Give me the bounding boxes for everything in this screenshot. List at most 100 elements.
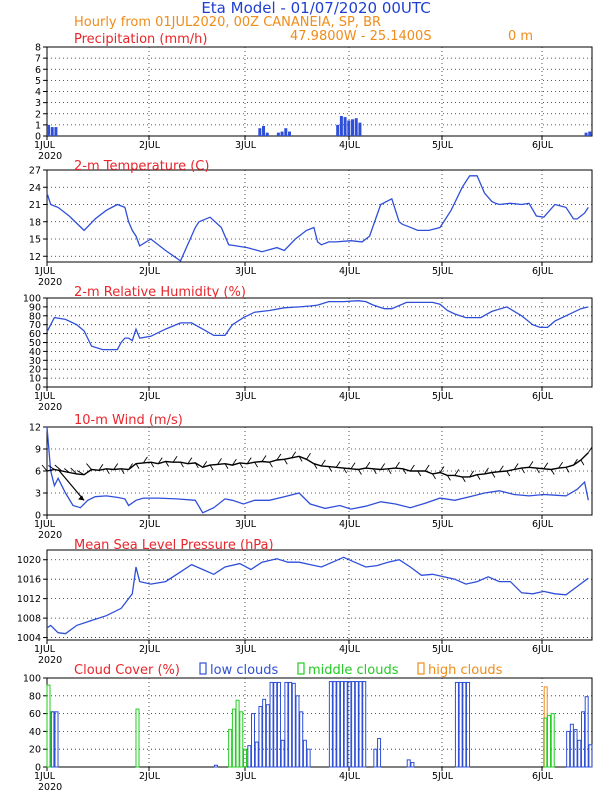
x-tick-label: 2JUL	[139, 266, 161, 277]
wind-arrow	[543, 462, 549, 470]
wind-arrow	[209, 464, 214, 471]
precip-bar	[336, 124, 340, 136]
y-tick-label: 18	[29, 217, 41, 228]
precip-bar	[351, 119, 355, 136]
wind-arrow	[231, 458, 237, 466]
x-tick-label: 3JUL	[235, 644, 257, 655]
cloud-bar-low	[299, 711, 304, 768]
wind-arrow	[202, 461, 208, 468]
wind-arrow-main	[57, 469, 85, 501]
panel-title: 2-m Relative Humidity (%)	[74, 285, 246, 300]
wind-arrow	[550, 469, 555, 475]
wind-arrow	[150, 461, 155, 468]
y-tick-label: 2	[35, 109, 41, 120]
cloud-bar-low	[351, 681, 356, 768]
panel-title: 10-m Wind (m/s)	[74, 413, 183, 428]
wind-arrow	[113, 463, 119, 470]
wind-arrow	[63, 468, 70, 473]
cloud-bar-middle	[239, 711, 244, 768]
x-tick-label: 4JUL	[339, 140, 361, 151]
cloud-bar-low	[306, 748, 311, 768]
wind-arrow	[395, 461, 400, 469]
y-tick-label: 27	[29, 166, 41, 177]
legend-label: high clouds	[428, 663, 503, 678]
x-tick-label: 6JUL	[532, 519, 554, 530]
wind-arrow	[380, 463, 386, 470]
x-tick-label: 3JUL	[235, 771, 257, 782]
wind-arrow	[372, 468, 377, 475]
wind-arrow	[194, 462, 199, 469]
panel-mslp: 1004 1008 1012 1016 1020 1JUL 2JUL 3JUL 4JUL 5JUL…	[17, 538, 593, 666]
wind-arrow	[350, 462, 356, 470]
cloud-bar-middle	[231, 708, 236, 768]
x-tick-label: 2JUL	[139, 771, 161, 782]
x-tick-label: 2JUL	[139, 140, 161, 151]
cloud-bar-low	[269, 681, 274, 768]
wind-arrow	[217, 458, 222, 465]
wind-arrow	[491, 472, 496, 478]
y-tick-label: 12	[29, 252, 41, 263]
y-tick-label: 100	[23, 674, 41, 685]
precip-bar	[265, 132, 269, 136]
x-year-label: 2020	[38, 530, 62, 541]
wind-arrow	[417, 470, 422, 477]
cloud-bar-low	[577, 739, 582, 768]
wind-arrow	[484, 467, 489, 475]
wind-arrow	[54, 464, 63, 472]
precip-bar	[588, 131, 592, 136]
wind-arrow	[402, 468, 407, 475]
legend-swatch	[297, 662, 305, 675]
wind-arrow	[239, 462, 244, 469]
y-tick-label: 9	[35, 445, 41, 456]
cloud-bar-middle	[135, 708, 140, 768]
wind-arrow	[521, 467, 525, 474]
wind-arrow	[447, 475, 451, 481]
x-tick-label: 5JUL	[432, 140, 454, 151]
y-tick-label: 1008	[17, 614, 41, 625]
x-tick-label: 1JUL	[34, 140, 56, 151]
y-tick-label: 40	[29, 347, 41, 358]
cloud-bar-low	[288, 681, 293, 768]
cloud-bar-low	[358, 681, 363, 768]
precip-bar	[284, 128, 288, 136]
y-tick-label: 60	[29, 329, 41, 340]
y-tick-label: 12	[29, 423, 41, 434]
panel-temp: 12 15 18 21 24 27 1JUL 2JUL 3JUL 4JUL 5JUL 6JUL 2020…	[29, 159, 593, 288]
y-tick-label: 30	[29, 356, 41, 367]
y-tick-label: 3	[35, 98, 41, 109]
cloud-bar-low	[458, 681, 463, 768]
cloud-bar-low	[54, 711, 59, 768]
wind-arrow	[387, 468, 392, 475]
series-line	[46, 426, 589, 514]
x-tick-label: 1JUL	[34, 266, 56, 277]
cloud-bar-low	[254, 741, 259, 768]
panel-cloud: 0 20 40 60 80 100 1JUL 2JUL 3JUL 4JUL 5JUL 6JUL 2020…	[23, 662, 593, 792]
legend-swatch	[199, 662, 207, 675]
wind-arrow	[246, 457, 252, 464]
chart-title: Eta Model - 01/07/2020 00UTC	[201, 0, 430, 17]
wind-arrow	[172, 455, 178, 463]
legend-label: low clouds	[210, 663, 279, 678]
wind-arrow	[424, 464, 430, 472]
wind-arrow	[157, 457, 163, 464]
wind-arrow	[128, 463, 133, 470]
y-tick-label: 100	[23, 294, 41, 305]
y-tick-label: 0	[35, 383, 41, 394]
y-tick-label: 20	[29, 365, 41, 376]
panel-frame	[46, 169, 593, 263]
x-tick-label: 2JUL	[139, 644, 161, 655]
x-tick-label: 5JUL	[432, 771, 454, 782]
cloud-bar-low	[339, 681, 344, 768]
cloud-bar-middle	[242, 748, 247, 768]
x-year-label: 2020	[38, 402, 62, 413]
wind-arrow	[313, 463, 318, 469]
precip-bar	[584, 132, 588, 136]
y-tick-label: 24	[29, 183, 41, 194]
wind-arrow	[587, 446, 593, 453]
wind-arrow-baseline	[46, 452, 589, 478]
x-tick-label: 6JUL	[532, 644, 554, 655]
